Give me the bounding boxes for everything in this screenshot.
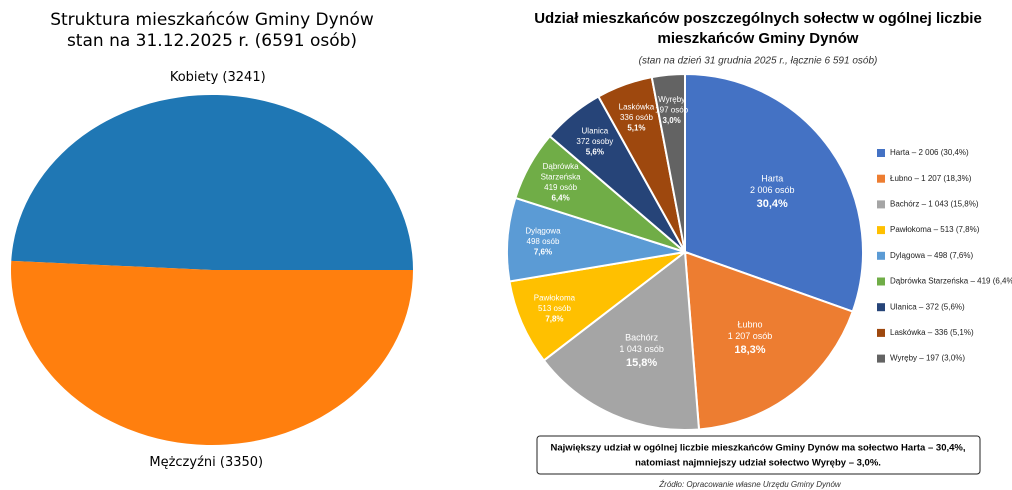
note: Największy udział w ogólnej liczbie mies… — [551, 443, 966, 454]
pie-slice — [11, 94, 414, 271]
chart-title: Struktura mieszkańców Gminy Dynów — [50, 10, 374, 30]
chart-title: mieszkańców Gminy Dynów — [658, 30, 859, 47]
legend-label: Harta – 2 006 (30,4%) — [890, 148, 969, 157]
slice-name: Bachórz — [625, 332, 659, 342]
legend-label: Ulanica – 372 (5,6%) — [890, 302, 965, 311]
slice-percent: 6,4% — [551, 194, 569, 203]
note: natomiast najmniejszy udział sołectwo Wy… — [635, 458, 881, 469]
slice-value: 513 osób — [538, 304, 571, 313]
pie-slice — [11, 260, 414, 445]
pie-slice — [684, 72, 864, 313]
pie-slice — [650, 72, 686, 253]
source: Źródło: Opracowanie własne Urzędu Gminy … — [658, 480, 842, 489]
legend-label: Łubno – 1 207 (18,3%) — [890, 174, 972, 183]
slice-name: Dylągowa — [525, 226, 561, 235]
legend-label: Wyręby – 197 (3,0%) — [890, 354, 965, 363]
slice-percent: 30,4% — [757, 198, 788, 210]
slice-percent: 5,1% — [627, 124, 645, 133]
legend-swatch — [877, 251, 885, 260]
legend-label: Dąbrówka Starzeńska – 419 (6,4%) — [890, 277, 1012, 286]
legend-label: Pawłokoma – 513 (7,8%) — [890, 225, 980, 234]
legend-label: Dylągowa – 498 (7,6%) — [890, 251, 973, 260]
legend-swatch — [877, 277, 885, 286]
legend-swatch — [877, 174, 885, 183]
legend-swatch — [877, 354, 885, 363]
slice-percent: 15,8% — [626, 357, 657, 369]
legend-label: Bachórz – 1 043 (15,8%) — [890, 200, 979, 209]
legend-swatch — [877, 303, 885, 312]
slice-percent: 5,6% — [586, 147, 604, 156]
slice-value: 1 207 osób — [728, 331, 773, 341]
slice-percent: 3,0% — [663, 116, 681, 125]
slice-name: Harta — [761, 173, 783, 183]
slice-percent: 18,3% — [734, 344, 765, 356]
legend-swatch — [877, 149, 885, 157]
slice-value: 2 006 osób — [750, 185, 795, 195]
slice-value: 1 043 osób — [619, 344, 664, 354]
chart-title: stan na 31.12.2025 r. (6591 osób) — [67, 31, 357, 51]
chart-title: Udział mieszkańców poszczególnych sołect… — [534, 10, 982, 27]
legend-swatch — [877, 200, 885, 209]
slice-name: Dąbrówka — [543, 162, 580, 171]
slice-value: 498 osób — [527, 237, 560, 246]
slice-percent: 7,8% — [545, 314, 563, 323]
slice-label: Mężczyźni (3350) — [149, 455, 263, 470]
slice-value: 419 osób — [544, 183, 577, 192]
pie-slice — [542, 250, 701, 431]
slice-name: Starzeńska — [541, 173, 582, 182]
slice-name: Laskówka — [619, 103, 655, 112]
chart-subtitle: (stan na dzień 31 grudnia 2025 r., łączn… — [639, 56, 878, 67]
slice-name: Pawłokoma — [534, 293, 576, 302]
slice-value: 336 osób — [620, 113, 653, 122]
slice-percent: 7,6% — [534, 247, 552, 256]
slice-label: Kobiety (3241) — [170, 70, 266, 85]
slice-value: 197 osób — [655, 105, 688, 114]
legend-swatch — [877, 328, 885, 337]
slice-name: Łubno — [737, 320, 762, 330]
legend-swatch — [877, 226, 885, 235]
slice-value: 372 osoby — [576, 137, 613, 146]
slice-name: Ulanica — [582, 126, 609, 135]
slice-name: Wyręby — [658, 95, 685, 104]
legend-label: Laskówka – 336 (5,1%) — [890, 328, 974, 337]
note-box — [536, 435, 981, 475]
pie-slice — [683, 250, 854, 431]
